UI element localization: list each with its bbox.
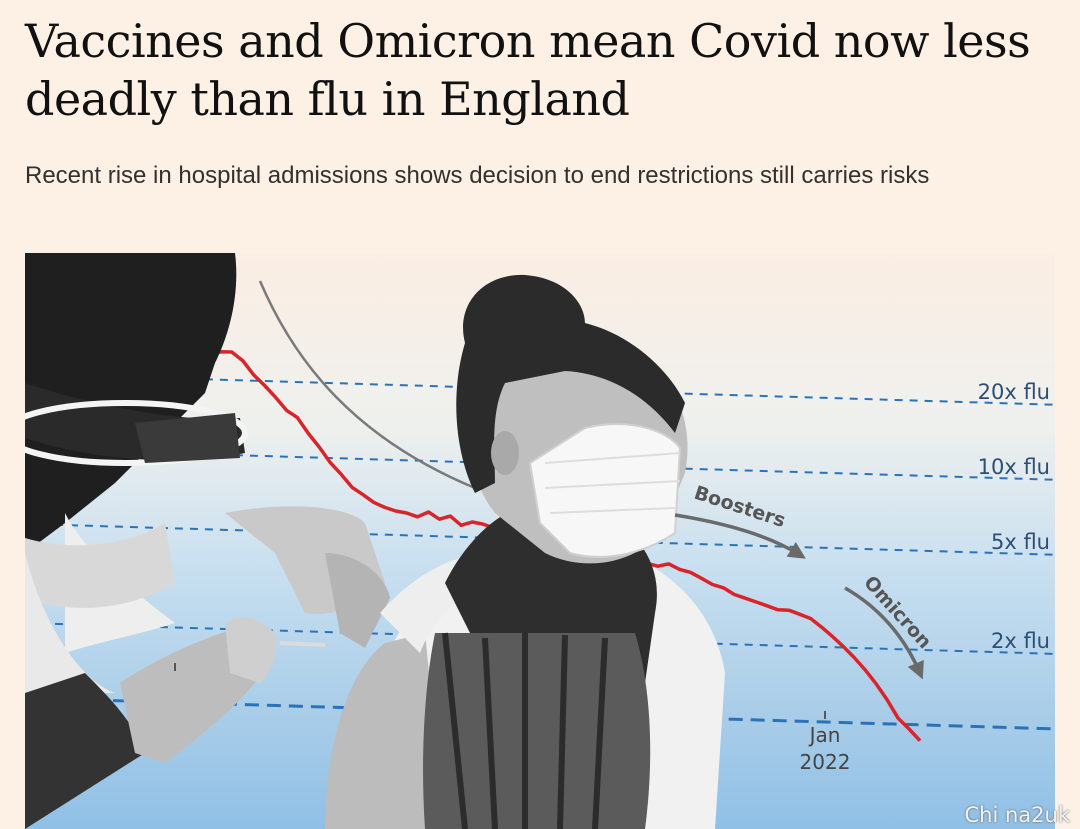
health-worker-illustration [25,253,390,829]
woman-illustration [325,274,725,829]
watermark: Chi na2uk [964,803,1071,827]
x-tick-label-month: Jan [808,723,841,747]
reference-line-label: 10x flu [978,455,1050,479]
boosters-arrow [674,513,806,559]
omicron-arrow [844,586,924,680]
reference-line-label: 20x flu [978,380,1050,404]
boosters-trend-arrow-left [258,280,476,490]
x-tick-label-year: 2022 [800,750,851,774]
headline: Vaccines and Omicron mean Covid now less… [25,14,1031,126]
hero-illustration: 20x flu 10x flu 5x flu 2x flu [25,253,1055,829]
reference-line-label: 2x flu [991,629,1050,653]
hero-chart-illustration: 20x flu 10x flu 5x flu 2x flu [25,253,1055,829]
standfirst: Recent rise in hospital admissions shows… [25,162,930,189]
reference-line-label: 5x flu [991,530,1050,554]
